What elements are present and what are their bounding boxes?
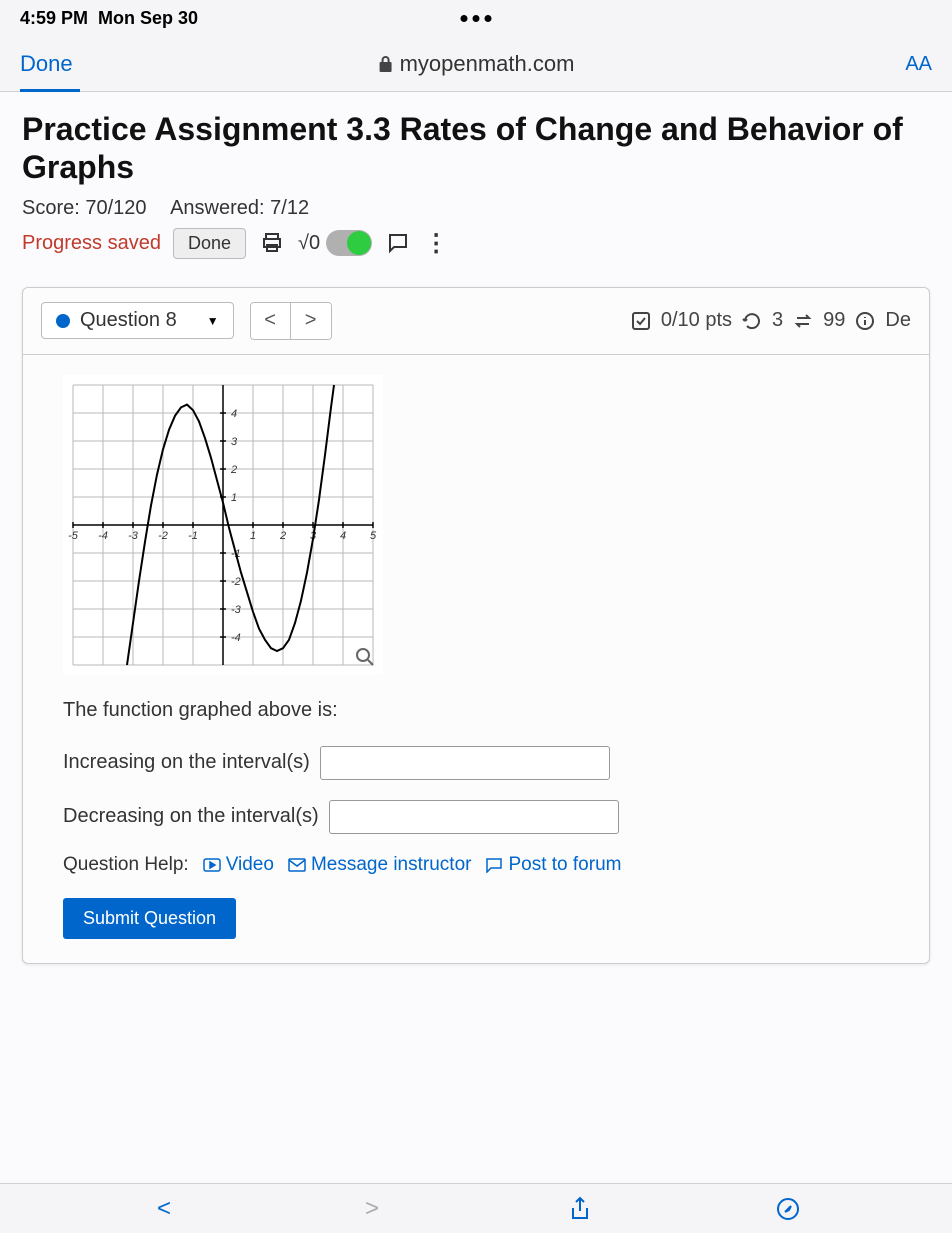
question-nav: < >: [250, 302, 332, 340]
mail-icon: [288, 858, 306, 872]
svg-text:3: 3: [231, 436, 238, 448]
increasing-input[interactable]: [320, 746, 610, 780]
retries-text: 3: [772, 309, 783, 332]
status-date: Mon Sep 30: [98, 8, 198, 29]
lock-icon: [378, 55, 394, 73]
chat-icon[interactable]: [384, 229, 412, 257]
info-icon[interactable]: [855, 311, 875, 331]
svg-text:2: 2: [230, 464, 237, 476]
toggle-switch[interactable]: [326, 230, 372, 256]
svg-text:2: 2: [279, 530, 286, 542]
increasing-row: Increasing on the interval(s): [63, 746, 889, 780]
question-header: Question 8 ▼ < > 0/10 pts 3 99: [23, 288, 929, 355]
browser-bottom-bar: < >: [0, 1183, 952, 1233]
score-text: Score: 70/120: [22, 197, 147, 219]
prompt-text: The function graphed above is:: [63, 699, 889, 722]
svg-text:-4: -4: [98, 530, 108, 542]
status-dot: [56, 314, 70, 328]
progress-row: Progress saved Done √0 ⋮: [22, 228, 930, 259]
done-button[interactable]: Done: [173, 228, 246, 259]
done-link[interactable]: Done: [20, 51, 73, 77]
math-input-toggle: √0: [298, 230, 372, 256]
decreasing-input[interactable]: [329, 800, 619, 834]
svg-text:-2: -2: [158, 530, 168, 542]
svg-text:-1: -1: [188, 530, 198, 542]
swap-icon: [793, 311, 813, 331]
tab-indicator: [20, 89, 80, 92]
safari-icon[interactable]: [773, 1194, 803, 1224]
svg-text:1: 1: [250, 530, 256, 542]
more-menu-icon[interactable]: ⋮: [424, 229, 448, 258]
svg-text:-2: -2: [231, 576, 241, 588]
share-icon[interactable]: [565, 1194, 595, 1224]
points-area: 0/10 pts 3 99 De: [631, 309, 911, 332]
caret-down-icon: ▼: [207, 314, 219, 328]
prev-question-button[interactable]: <: [251, 303, 291, 339]
post-forum-link[interactable]: Post to forum: [485, 854, 621, 876]
attempts-text: 99: [823, 309, 845, 332]
page-title: Practice Assignment 3.3 Rates of Change …: [22, 110, 930, 187]
question-card: Question 8 ▼ < > 0/10 pts 3 99: [22, 287, 930, 964]
details-text: De: [885, 309, 911, 332]
svg-text:4: 4: [231, 408, 237, 420]
page-content: Practice Assignment 3.3 Rates of Change …: [0, 92, 952, 1215]
ipad-status-bar: 4:59 PM Mon Sep 30: [0, 0, 952, 33]
browser-bar: Done myopenmath.com AA: [0, 33, 952, 92]
svg-text:-5: -5: [68, 530, 79, 542]
question-selector[interactable]: Question 8 ▼: [41, 302, 234, 339]
multitask-dots[interactable]: [461, 15, 492, 22]
svg-text:-3: -3: [128, 530, 139, 542]
video-help-link[interactable]: Video: [203, 854, 274, 876]
question-body: -5-4-3-2-112345-4-3-2-11234 The function…: [23, 355, 929, 963]
svg-text:4: 4: [340, 530, 346, 542]
video-icon: [203, 858, 221, 872]
print-icon[interactable]: [258, 229, 286, 257]
score-row: Score: 70/120 Answered: 7/12: [22, 197, 930, 220]
text-size-control[interactable]: AA: [905, 53, 932, 76]
retry-icon: [742, 311, 762, 331]
url-text: myopenmath.com: [400, 51, 575, 77]
svg-text:-4: -4: [231, 632, 241, 644]
answered-text: Answered: 7/12: [170, 197, 309, 219]
question-label: Question 8: [80, 309, 177, 332]
url-area[interactable]: myopenmath.com: [378, 51, 575, 77]
submit-question-button[interactable]: Submit Question: [63, 898, 236, 939]
forward-icon[interactable]: >: [357, 1194, 387, 1224]
decreasing-row: Decreasing on the interval(s): [63, 800, 889, 834]
svg-text:1: 1: [231, 492, 237, 504]
points-text: 0/10 pts: [661, 309, 732, 332]
status-time: 4:59 PM: [20, 8, 88, 29]
decreasing-label: Decreasing on the interval(s): [63, 805, 319, 828]
back-icon[interactable]: <: [149, 1194, 179, 1224]
checkbox-icon: [631, 311, 651, 331]
progress-saved-text: Progress saved: [22, 232, 161, 255]
message-instructor-link[interactable]: Message instructor: [288, 854, 472, 876]
function-graph: -5-4-3-2-112345-4-3-2-11234: [63, 375, 383, 675]
next-question-button[interactable]: >: [291, 303, 331, 339]
sqrt-label: √0: [298, 232, 320, 255]
svg-text:-3: -3: [231, 604, 242, 616]
forum-icon: [485, 857, 503, 873]
help-label: Question Help:: [63, 854, 189, 876]
help-row: Question Help: Video Message instructor: [63, 854, 889, 876]
svg-text:5: 5: [370, 530, 377, 542]
increasing-label: Increasing on the interval(s): [63, 751, 310, 774]
